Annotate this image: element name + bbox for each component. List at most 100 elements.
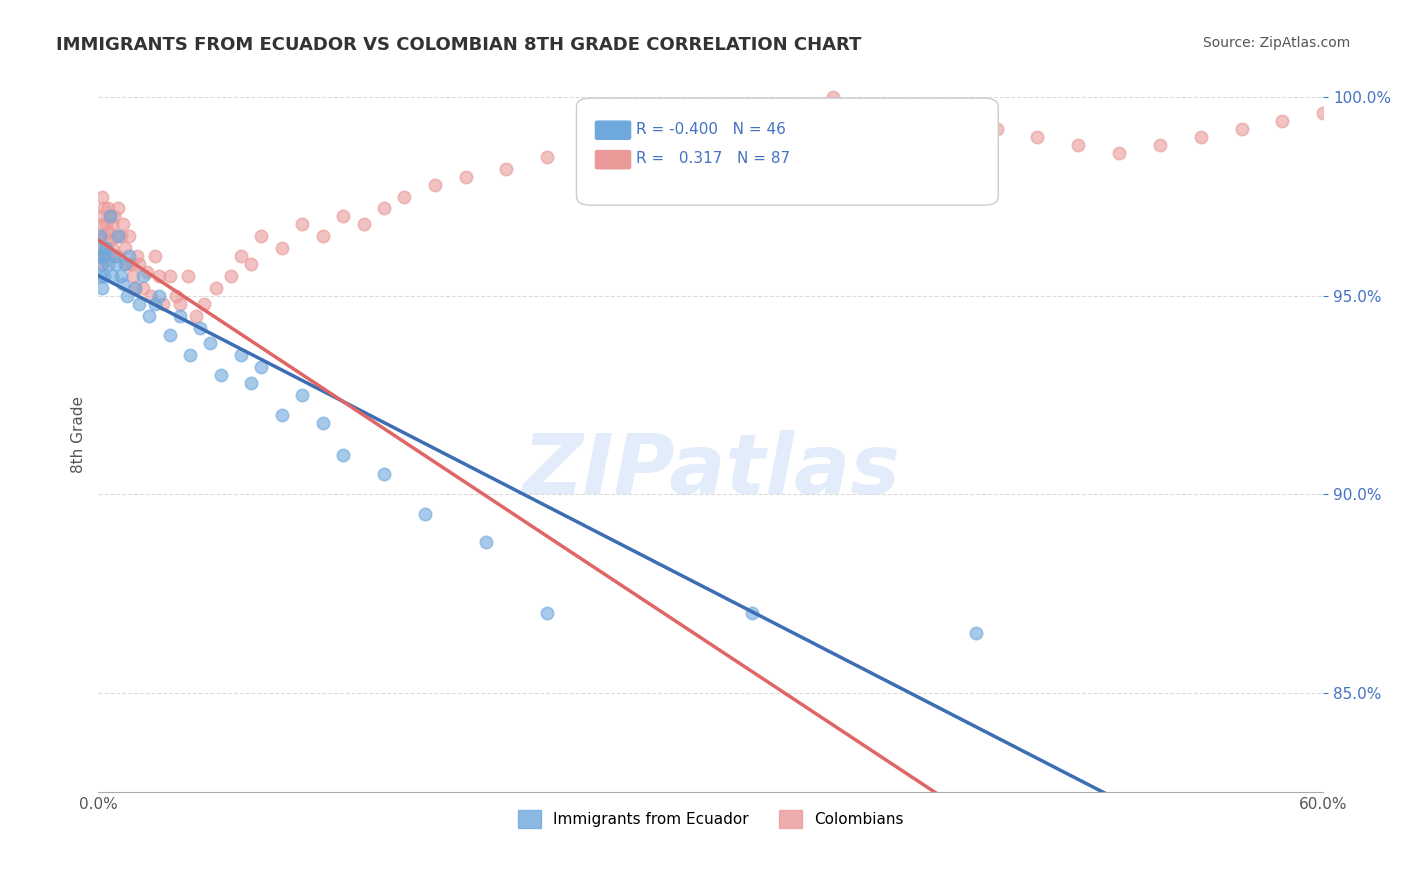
Point xyxy=(101,268,124,283)
Point xyxy=(205,281,228,295)
Point xyxy=(138,309,160,323)
Point xyxy=(986,122,1008,136)
Point xyxy=(250,360,273,375)
Point xyxy=(128,257,150,271)
Point xyxy=(118,229,141,244)
Point xyxy=(111,217,134,231)
Point xyxy=(291,388,314,402)
Point xyxy=(93,229,115,244)
Point xyxy=(121,268,143,283)
Point xyxy=(219,268,242,283)
Point xyxy=(179,348,201,362)
Point xyxy=(177,268,200,283)
Point xyxy=(454,169,477,184)
Point xyxy=(270,408,292,422)
Point xyxy=(1067,137,1090,152)
Text: R =   0.317   N = 87: R = 0.317 N = 87 xyxy=(636,152,790,166)
Point xyxy=(91,189,114,203)
Point xyxy=(169,296,191,310)
Point xyxy=(332,210,354,224)
Point xyxy=(124,281,146,295)
Point xyxy=(97,257,120,271)
Point xyxy=(91,257,114,271)
Point xyxy=(105,229,128,244)
Point xyxy=(105,257,128,271)
Point xyxy=(332,448,354,462)
Point xyxy=(124,281,146,295)
Point xyxy=(229,249,252,263)
Point xyxy=(373,202,395,216)
Point xyxy=(165,289,187,303)
Point xyxy=(159,328,181,343)
Point xyxy=(152,296,174,310)
Point xyxy=(740,106,762,120)
Point xyxy=(200,336,222,351)
Point xyxy=(139,289,162,303)
Point xyxy=(209,368,232,383)
Point xyxy=(240,376,263,390)
Y-axis label: 8th Grade: 8th Grade xyxy=(72,396,86,473)
Point xyxy=(93,249,115,263)
Point xyxy=(250,229,273,244)
Point xyxy=(782,98,804,112)
Point xyxy=(495,161,517,176)
Point xyxy=(111,277,134,291)
Point xyxy=(1251,805,1274,819)
Point xyxy=(103,249,125,263)
Point xyxy=(291,217,314,231)
Text: IMMIGRANTS FROM ECUADOR VS COLOMBIAN 8TH GRADE CORRELATION CHART: IMMIGRANTS FROM ECUADOR VS COLOMBIAN 8TH… xyxy=(56,36,862,54)
Point xyxy=(91,217,114,231)
Point xyxy=(1108,145,1130,160)
Point xyxy=(658,122,681,136)
Point xyxy=(423,178,446,192)
Point xyxy=(125,249,148,263)
Point xyxy=(188,320,211,334)
Point xyxy=(617,130,640,145)
Point xyxy=(91,257,114,271)
Point xyxy=(270,241,292,255)
Point xyxy=(98,233,121,247)
Point xyxy=(169,309,191,323)
Point xyxy=(536,150,558,164)
Point xyxy=(114,241,136,255)
Point xyxy=(91,281,114,295)
Point xyxy=(93,249,115,263)
Point xyxy=(91,241,114,255)
Point xyxy=(148,289,170,303)
Point xyxy=(823,90,845,104)
Point xyxy=(394,189,416,203)
Point xyxy=(91,241,114,255)
Point xyxy=(98,210,121,224)
Point xyxy=(107,202,129,216)
Point xyxy=(96,217,118,231)
Point xyxy=(103,249,125,263)
Point xyxy=(107,249,129,263)
Legend: Immigrants from Ecuador, Colombians: Immigrants from Ecuador, Colombians xyxy=(512,804,910,834)
Point xyxy=(311,416,333,430)
Point xyxy=(1271,114,1294,128)
Point xyxy=(1026,130,1049,145)
Point xyxy=(101,217,124,231)
Point xyxy=(904,106,927,120)
Point xyxy=(136,265,159,279)
Point xyxy=(475,534,498,549)
Point xyxy=(132,281,155,295)
Point xyxy=(132,268,155,283)
Point xyxy=(89,210,111,224)
Point xyxy=(1149,137,1171,152)
Point xyxy=(184,309,207,323)
Point xyxy=(413,507,436,521)
Point xyxy=(863,98,886,112)
Point xyxy=(373,467,395,482)
Point xyxy=(1189,130,1212,145)
Point xyxy=(143,296,166,310)
Point xyxy=(240,257,263,271)
Point xyxy=(97,202,120,216)
Point xyxy=(115,289,138,303)
Point xyxy=(148,268,170,283)
Point xyxy=(97,225,120,239)
Point xyxy=(96,241,118,255)
Point xyxy=(107,229,129,244)
Point xyxy=(103,210,125,224)
Point xyxy=(128,296,150,310)
